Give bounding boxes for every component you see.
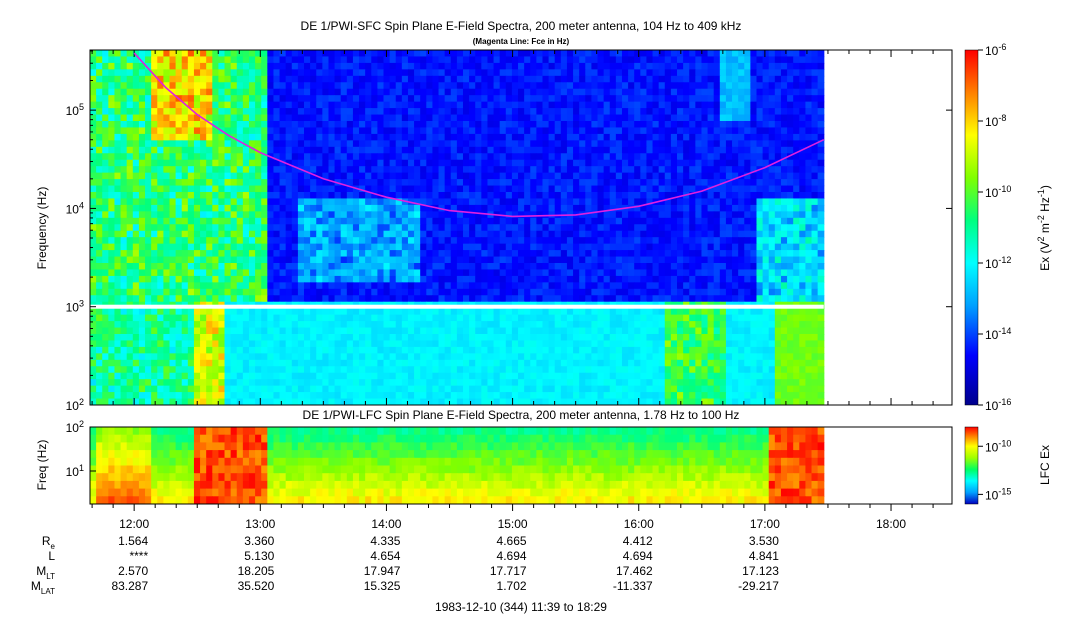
colorbar-tick-label: 10-15 [985, 486, 1011, 502]
bottom-y-axis-label: Freq (Hz) [35, 440, 49, 491]
ephemeris-value: 35.520 [238, 579, 275, 593]
colorbar-tick-label: 10-8 [985, 113, 1006, 129]
top-colorbar: 10-6 10-8 10-10 10-12 10-14 10-16 [964, 42, 1011, 413]
colorbar-tick-label: 10-10 [985, 184, 1011, 200]
ephemeris-value: 1.702 [497, 579, 527, 593]
bottom-y-tick-label: 102 [66, 419, 84, 435]
ephemeris-value: 1.564 [118, 534, 148, 548]
footer-time-range: 1983-12-10 (344) 11:39 to 18:29 [435, 600, 607, 614]
ephemeris-value: 4.412 [623, 534, 653, 548]
colorbar-tick-label: 10-16 [985, 397, 1011, 413]
top-y-tick-label: 102 [66, 397, 84, 413]
top-plot-frame [89, 49, 953, 406]
bottom-colorbar-gradient [964, 426, 979, 505]
ephemeris-value: 83.287 [111, 579, 148, 593]
ephemeris-value: **** [129, 549, 148, 563]
ephemeris-value: 17.947 [364, 564, 401, 578]
ephemeris-value: 18.205 [238, 564, 275, 578]
colorbar-tick-label: 10-14 [985, 326, 1011, 342]
time-tick-label: 15:00 [498, 517, 528, 531]
ephemeris-value: 4.654 [370, 549, 400, 563]
ephemeris-value: 4.841 [749, 549, 779, 563]
bottom-plot-frame [89, 426, 953, 505]
colorbar-tick-label: 10-10 [985, 438, 1011, 454]
time-tick-label: 14:00 [371, 517, 401, 531]
ephemeris-value: 2.570 [118, 564, 148, 578]
colorbar-tick-label: 10-12 [985, 255, 1011, 271]
ephemeris-row-label: L [48, 549, 55, 563]
top-colorbar-gradient [964, 49, 979, 406]
top-y-tick-label: 104 [66, 200, 84, 216]
time-tick-label: 16:00 [624, 517, 654, 531]
time-tick-label: 13:00 [245, 517, 275, 531]
top-y-axis-label: Frequency (Hz) [35, 187, 49, 270]
ephemeris-value: 15.325 [364, 579, 401, 593]
bottom-spectrogram: 101 102 [66, 419, 953, 511]
bottom-panel-title: DE 1/PWI-LFC Spin Plane E-Field Spectra,… [303, 408, 740, 422]
ephemeris-value: 17.123 [742, 564, 779, 578]
ephemeris-value: 17.717 [490, 564, 527, 578]
colorbar-tick-label: 10-6 [985, 42, 1006, 58]
ephemeris-value: -11.337 [613, 579, 653, 593]
ephemeris-value: 4.694 [497, 549, 527, 563]
ephemeris-value: 5.130 [244, 549, 274, 563]
ephemeris-row-label: MLT [36, 564, 55, 581]
ephemeris-value: 3.530 [749, 534, 779, 548]
ephemeris-value: 17.462 [616, 564, 653, 578]
top-colorbar-label: Ex (V2 m-2 Hz-1) [1036, 185, 1052, 271]
time-tick-label: 17:00 [750, 517, 780, 531]
time-axis-labels: 12:00 13:00 14:00 15:00 16:00 17:00 18:00 [119, 517, 906, 531]
fce-line [133, 52, 825, 218]
ephemeris-value: 4.335 [370, 534, 400, 548]
ephemeris-value: -29.217 [738, 579, 779, 593]
bottom-y-tick-label: 101 [66, 463, 84, 479]
top-panel-title: DE 1/PWI-SFC Spin Plane E-Field Spectra,… [301, 19, 742, 33]
time-tick-label: 18:00 [876, 517, 906, 531]
bottom-colorbar-label: LFC Ex [1038, 445, 1052, 485]
top-y-tick-label: 105 [66, 102, 84, 118]
ephemeris-row-label: MLAT [31, 579, 55, 596]
top-y-tick-label: 103 [66, 299, 84, 315]
ephemeris-value: 4.665 [497, 534, 527, 548]
ephemeris-table: Re 1.564 3.360 4.335 4.665 4.412 3.530 L **** 5.1… [31, 534, 779, 596]
time-tick-label: 12:00 [119, 517, 149, 531]
ephemeris-row-label: Re [42, 534, 56, 551]
top-spectrogram: 102 103 104 105 [66, 49, 953, 413]
ephemeris-value: 3.360 [244, 534, 274, 548]
bottom-colorbar: 10-10 10-15 [964, 426, 1011, 505]
top-panel-subtitle: (Magenta Line: Fce in Hz) [473, 37, 570, 46]
ephemeris-value: 4.694 [623, 549, 653, 563]
